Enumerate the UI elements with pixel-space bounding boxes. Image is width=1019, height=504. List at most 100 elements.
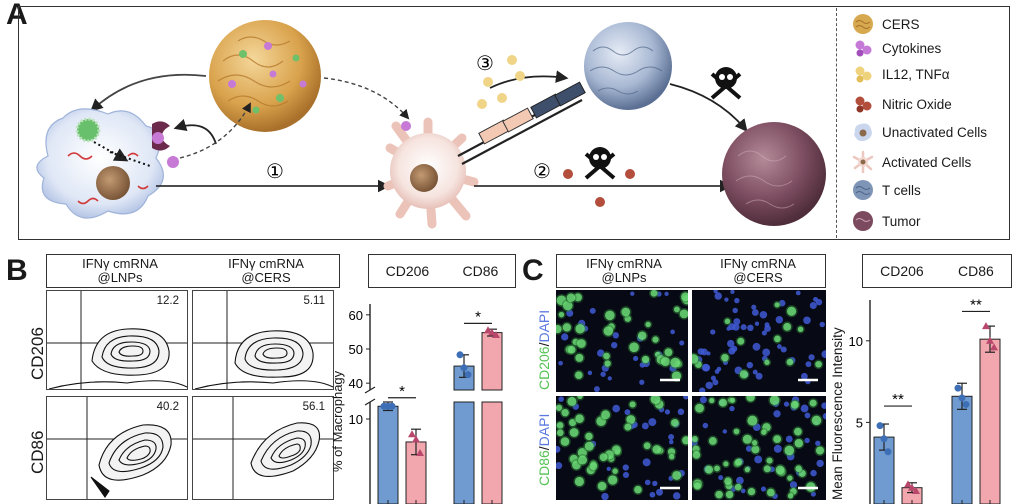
cell-spot [585,432,593,441]
nucleus-spot [789,481,798,489]
quadrant-value: 12.2 [156,295,179,307]
cell-spot [730,397,736,403]
data-point [880,435,888,443]
cell-spot [692,354,699,364]
data-point [876,422,884,430]
nucleus-spot [816,459,824,468]
nucleus-spot [710,375,716,381]
cell-spot [621,307,631,317]
tumor-icon [853,211,873,231]
y-tick-label: 5 [856,415,863,430]
y-tick-label: 50 [349,342,363,357]
cell-spot [575,353,584,362]
panel-c-letter: C [522,254,544,287]
cell-spot [692,451,701,459]
cell-spot [797,326,804,333]
cell-spot [597,481,607,491]
bar [453,401,475,504]
nucleus-spot [754,455,763,464]
nitric-oxide-icon [855,96,872,113]
cell-spot [561,408,569,417]
chart-c: 5 10 ** ** [849,296,1001,504]
nucleus-spot [612,332,619,339]
cell-spot [601,410,611,420]
cell-spot [787,493,794,499]
cell-spot [815,446,825,455]
tcr-complex [457,81,586,165]
data-point [884,448,892,456]
nucleus-spot [622,464,629,471]
cell-spot [786,358,794,366]
cell-spot [815,360,822,368]
chart-c-group-header: CD206 CD86 [862,254,1012,288]
data-point [904,480,912,488]
legend-item-cers: CERS [852,13,920,35]
cell-spot [704,465,714,474]
legend-item-il12: IL12, TNFα [852,63,950,85]
significance-label: * [475,308,481,325]
cell-spot [605,310,615,321]
cell-spot [775,465,785,475]
nucleus-spot [775,315,784,324]
cell-spot [556,404,563,411]
nucleus-spot [759,310,768,319]
nucleus-spot [714,292,722,300]
cell-spot [576,339,586,348]
activated-cell-icon [852,151,874,173]
arrow-tcell-to-tumor [669,83,748,132]
cell-spot [652,445,662,454]
cell-spot [556,421,564,429]
cell-spot [679,309,688,319]
receptor [152,121,170,151]
nucleus-spot [795,290,801,296]
y-tick-label: 60 [349,308,363,323]
cell-spot [556,325,562,334]
cell-spot [794,427,802,436]
bar [951,395,973,504]
panel-a-letter: A [6,0,28,31]
cell-spot [746,396,755,402]
cell-spot [725,490,734,499]
nucleus-spot [800,404,809,413]
nucleus-spot [785,435,793,443]
nucleus-spot [612,404,621,413]
nucleus-spot [718,475,724,481]
nucleus-spot [822,413,826,420]
nucleus-spot [804,412,811,419]
quadrant-value: 56.1 [302,401,325,413]
cell-spot [747,487,756,496]
nucleus-spot [699,387,706,392]
nucleus-spot [740,324,747,331]
nucleus-spot [633,355,639,362]
nucleus-spot [722,429,728,434]
nucleus-spot [644,479,651,486]
nucleus-spot [729,405,735,412]
chart-c-group-cd206: CD206 [880,263,924,279]
cell-spot [670,357,681,368]
legend-item-unactivated: Unactivated Cells [852,121,987,143]
cell-spot [786,306,797,316]
cell-spot [714,465,720,472]
cell-spot [784,445,795,456]
cell-spot [634,485,642,494]
nucleus-spot [777,344,782,349]
nucleus-spot [733,318,741,326]
nucleus-spot [760,486,767,492]
cell-spot [724,477,732,485]
nucleus-spot [610,341,618,349]
legend-item-tcells: T cells [852,179,921,201]
bar [979,338,1001,504]
cell-spot [682,436,688,445]
nucleus-spot [751,309,759,316]
cell-spot [673,306,680,313]
cell-spot [645,321,651,328]
nucleus-spot [783,401,790,407]
cell-spot [692,436,698,443]
nucleus-spot [762,348,771,357]
cell-spot [766,457,773,464]
nucleus-spot [751,304,757,310]
nucleus-spot [600,371,606,377]
data-point [954,384,962,392]
chart-b-group-cd86: CD86 [462,263,499,279]
nucleus-spot [593,386,600,392]
